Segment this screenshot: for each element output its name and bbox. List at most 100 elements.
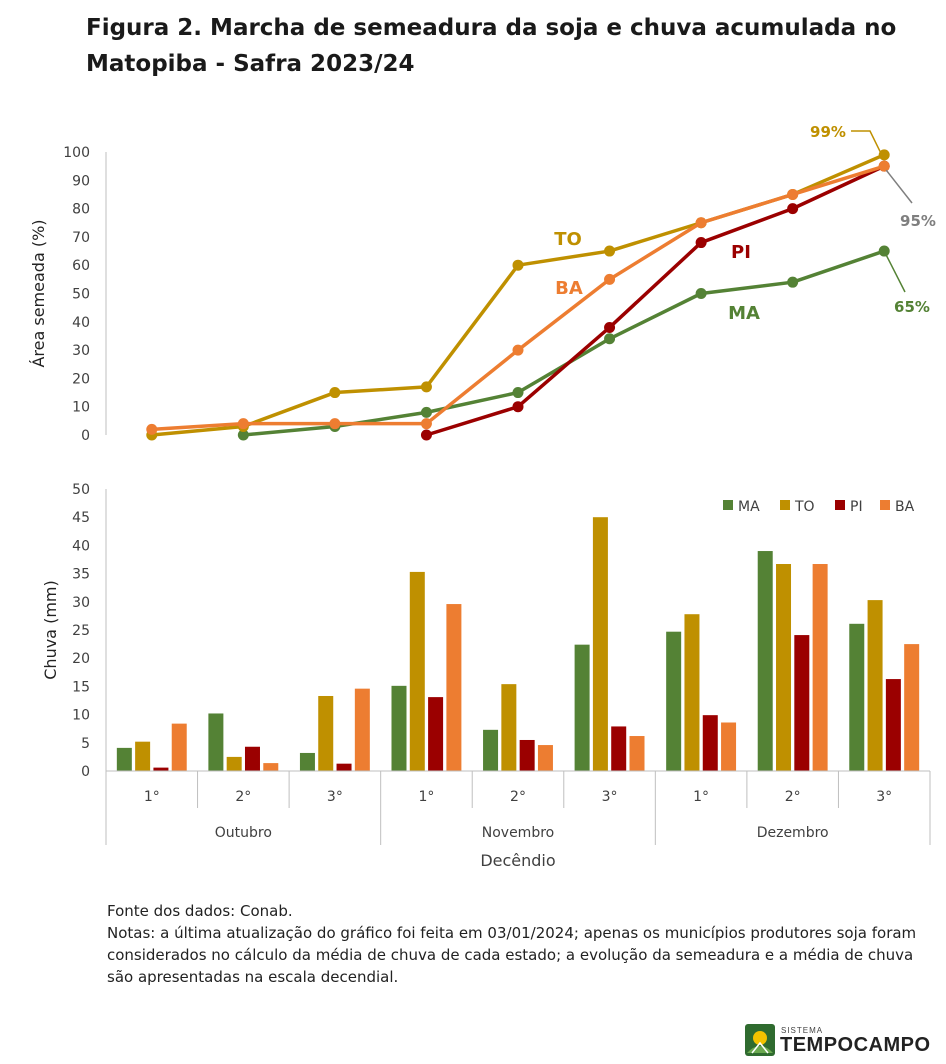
data-point-pi xyxy=(420,429,432,441)
source-note: Fonte dos dados: Conab. xyxy=(107,902,293,920)
x-axis-title: Decêndio xyxy=(480,851,555,870)
bar-ba xyxy=(537,745,553,771)
y-tick-label: 50 xyxy=(72,287,90,303)
bar-ba xyxy=(904,644,920,771)
x-group-label: Novembro xyxy=(482,825,554,841)
end-label-ma: 65% xyxy=(894,298,930,316)
data-point-pi xyxy=(512,401,524,413)
bar-ma xyxy=(574,644,590,771)
data-point-ba xyxy=(787,188,799,200)
y-tick-label: 20 xyxy=(72,371,90,387)
bar-ba xyxy=(721,722,737,771)
bar-pi xyxy=(428,697,444,771)
data-point-ba xyxy=(329,418,341,430)
data-point-ba xyxy=(512,344,524,356)
bar-ma xyxy=(116,747,132,771)
y-tick-label: 35 xyxy=(72,567,90,583)
data-point-ba xyxy=(695,217,707,229)
x-tick-label: 2° xyxy=(785,789,801,805)
data-point-ma xyxy=(878,245,890,257)
legend-label-ma: MA xyxy=(738,499,760,515)
bar-ma xyxy=(483,729,499,771)
bar-ma xyxy=(391,685,407,771)
callout-line-ma xyxy=(885,254,906,293)
data-point-ba xyxy=(146,423,158,435)
data-point-to xyxy=(329,387,341,399)
y-tick-label: 30 xyxy=(72,595,90,611)
y-tick-label: 20 xyxy=(72,651,90,667)
legend-label-pi: PI xyxy=(850,499,863,515)
bar-to xyxy=(776,564,792,771)
data-point-pi xyxy=(604,321,616,333)
bar-pi xyxy=(885,679,901,771)
end-label-95: 95% xyxy=(900,212,936,230)
end-label-to: 99% xyxy=(810,123,846,141)
bar-to xyxy=(226,756,242,771)
bar-to xyxy=(592,517,608,771)
series-line-pi xyxy=(425,164,885,437)
bar-ma xyxy=(757,551,773,771)
bar-ba xyxy=(263,763,279,771)
series-label-to: TO xyxy=(554,229,582,250)
x-tick-label: 1° xyxy=(144,789,160,805)
y-tick-label: 0 xyxy=(81,764,90,780)
y-tick-label: 10 xyxy=(72,400,90,416)
legend-swatch-ba xyxy=(880,500,890,510)
x-tick-label: 3° xyxy=(876,789,892,805)
bar-to xyxy=(867,600,883,771)
y-tick-label: 90 xyxy=(72,173,90,189)
series-label-ma: MA xyxy=(728,303,760,324)
data-point-ma xyxy=(512,387,524,399)
bar-pi xyxy=(153,767,169,771)
bar-ba xyxy=(812,564,828,771)
bar-to xyxy=(501,684,517,771)
data-point-ba xyxy=(604,273,616,285)
bar-to xyxy=(684,614,700,771)
bar-ma xyxy=(299,752,315,771)
data-point-to xyxy=(878,149,890,161)
x-group-label: Dezembro xyxy=(757,825,829,841)
x-tick-label: 2° xyxy=(235,789,251,805)
bar-pi xyxy=(336,763,352,771)
bar-ba xyxy=(446,604,462,771)
data-point-ba xyxy=(878,160,890,172)
bar-to xyxy=(318,695,334,771)
x-tick-label: 1° xyxy=(693,789,709,805)
legend-swatch-ma xyxy=(723,500,733,510)
y-tick-label: 30 xyxy=(72,343,90,359)
data-point-to xyxy=(512,259,524,271)
callout-line-95 xyxy=(885,169,913,204)
data-point-ba xyxy=(237,418,249,430)
y-tick-label: 50 xyxy=(72,482,90,498)
x-tick-label: 3° xyxy=(602,789,618,805)
data-point-pi xyxy=(695,237,707,249)
bar-pi xyxy=(794,635,810,771)
bar-pi xyxy=(519,739,535,771)
y-tick-label: 0 xyxy=(81,428,90,444)
y-axis-title: Área semeada (%) xyxy=(29,219,48,367)
brand-logo: SISTEMA TEMPOCAMPO xyxy=(744,1020,930,1060)
series-label-ba: BA xyxy=(555,278,583,299)
series-label-pi: PI xyxy=(731,242,751,263)
callout-line-to xyxy=(851,130,881,153)
bar-pi xyxy=(611,726,627,771)
data-point-pi xyxy=(787,203,799,215)
bar-to xyxy=(135,741,151,771)
notes-block: Fonte dos dados: Conab. Notas: a última … xyxy=(107,900,937,988)
logo-small-text: SISTEMA xyxy=(781,1026,824,1035)
legend-swatch-to xyxy=(780,500,790,510)
y-tick-label: 40 xyxy=(72,315,90,331)
methodology-note: Notas: a última atualização do gráfico f… xyxy=(107,924,917,986)
data-point-ma xyxy=(604,333,616,345)
bar-pi xyxy=(702,715,718,771)
y-tick-label: 80 xyxy=(72,202,90,218)
data-point-ma xyxy=(787,276,799,288)
data-point-ma xyxy=(420,406,432,418)
data-point-to xyxy=(420,381,432,393)
x-tick-label: 1° xyxy=(418,789,434,805)
data-point-ma xyxy=(695,288,707,299)
y-tick-label: 100 xyxy=(63,145,90,161)
bar-ba xyxy=(171,723,187,771)
bar-to xyxy=(409,571,425,771)
data-point-ba xyxy=(420,418,432,430)
